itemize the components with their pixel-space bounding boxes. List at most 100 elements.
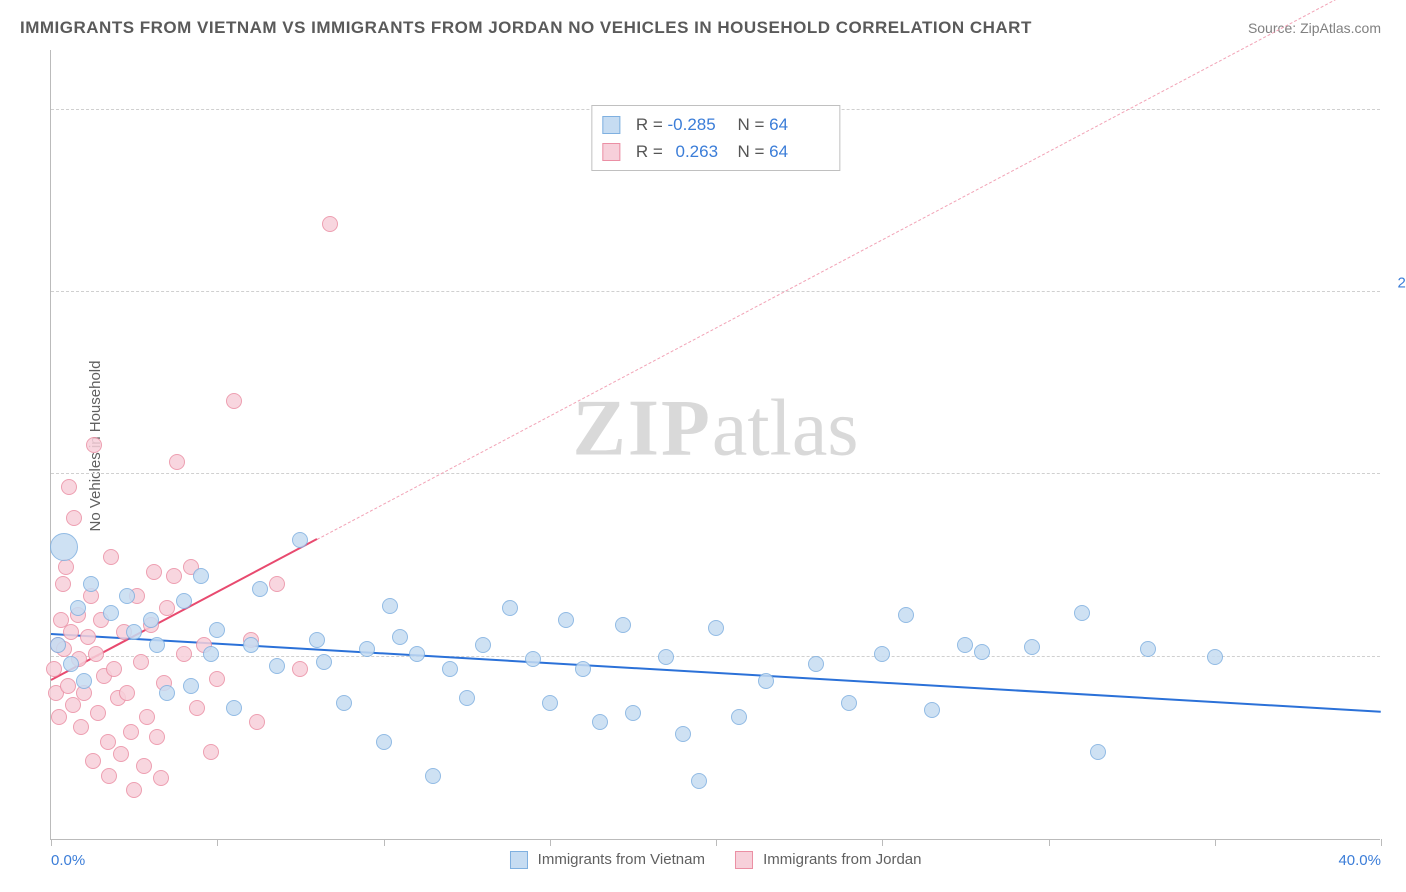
data-point xyxy=(1090,744,1106,760)
x-tick xyxy=(51,839,52,846)
data-point xyxy=(758,673,774,689)
data-point xyxy=(226,393,242,409)
data-point xyxy=(592,714,608,730)
x-tick-label: 40.0% xyxy=(1338,852,1381,869)
data-point xyxy=(974,644,990,660)
watermark: ZIPatlas xyxy=(573,383,859,474)
x-tick xyxy=(716,839,717,846)
data-point xyxy=(55,576,71,592)
data-point xyxy=(176,593,192,609)
data-point xyxy=(425,768,441,784)
data-point xyxy=(103,605,119,621)
data-point xyxy=(80,629,96,645)
data-point xyxy=(226,700,242,716)
legend-label-vietnam: Immigrants from Vietnam xyxy=(538,851,705,868)
data-point xyxy=(90,705,106,721)
data-point xyxy=(159,600,175,616)
data-point xyxy=(113,746,129,762)
data-point xyxy=(957,637,973,653)
data-point xyxy=(924,702,940,718)
data-point xyxy=(103,549,119,565)
data-point xyxy=(475,637,491,653)
corr-n-vietnam: 64 xyxy=(769,111,829,138)
data-point xyxy=(146,564,162,580)
data-point xyxy=(1074,605,1090,621)
data-point xyxy=(808,656,824,672)
data-point xyxy=(65,697,81,713)
data-point xyxy=(126,782,142,798)
y-tick-label: 22.5% xyxy=(1397,275,1406,292)
data-point xyxy=(459,690,475,706)
data-point xyxy=(691,773,707,789)
data-point xyxy=(133,654,149,670)
data-point xyxy=(309,632,325,648)
data-point xyxy=(149,637,165,653)
data-point xyxy=(119,685,135,701)
data-point xyxy=(63,656,79,672)
gridline xyxy=(51,473,1380,474)
data-point xyxy=(359,641,375,657)
data-point xyxy=(658,649,674,665)
corr-row-vietnam: R = -0.285 N = 64 xyxy=(602,111,829,138)
data-point xyxy=(558,612,574,628)
data-point xyxy=(336,695,352,711)
legend-label-jordan: Immigrants from Jordan xyxy=(763,851,921,868)
x-tick xyxy=(1049,839,1050,846)
data-point xyxy=(525,651,541,667)
data-point xyxy=(46,661,62,677)
data-point xyxy=(66,510,82,526)
data-point xyxy=(874,646,890,662)
data-point xyxy=(203,744,219,760)
data-point xyxy=(542,695,558,711)
data-point xyxy=(376,734,392,750)
watermark-zip: ZIP xyxy=(573,384,712,472)
x-tick xyxy=(882,839,883,846)
data-point xyxy=(841,695,857,711)
data-point xyxy=(153,770,169,786)
data-point xyxy=(86,437,102,453)
data-point xyxy=(269,576,285,592)
data-point xyxy=(502,600,518,616)
data-point xyxy=(292,532,308,548)
data-point xyxy=(209,622,225,638)
data-point xyxy=(708,620,724,636)
swatch-vietnam-icon xyxy=(602,116,620,134)
gridline xyxy=(51,291,1380,292)
data-point xyxy=(1140,641,1156,657)
data-point xyxy=(675,726,691,742)
corr-row-jordan: R = 0.263 N = 64 xyxy=(602,138,829,165)
x-tick-label: 0.0% xyxy=(51,852,85,869)
data-point xyxy=(1024,639,1040,655)
data-point xyxy=(126,624,142,640)
data-point xyxy=(159,685,175,701)
data-point xyxy=(60,678,76,694)
data-point xyxy=(316,654,332,670)
data-point xyxy=(169,454,185,470)
data-point xyxy=(83,576,99,592)
data-point xyxy=(101,768,117,784)
data-point xyxy=(106,661,122,677)
data-point xyxy=(442,661,458,677)
data-point xyxy=(252,581,268,597)
corr-n-jordan: 64 xyxy=(769,138,829,165)
plot-area: ZIPatlas R = -0.285 N = 64 R = 0.263 N =… xyxy=(50,50,1380,840)
corr-r-jordan: 0.263 xyxy=(668,138,728,165)
legend-item-vietnam: Immigrants from Vietnam xyxy=(509,851,704,869)
data-point xyxy=(73,719,89,735)
legend-swatch-jordan-icon xyxy=(735,851,753,869)
data-point xyxy=(88,646,104,662)
x-tick xyxy=(1381,839,1382,846)
data-point xyxy=(322,216,338,232)
data-point xyxy=(575,661,591,677)
data-point xyxy=(269,658,285,674)
corr-r-vietnam: -0.285 xyxy=(668,111,728,138)
data-point xyxy=(898,607,914,623)
data-point xyxy=(183,678,199,694)
data-point xyxy=(409,646,425,662)
data-point xyxy=(51,709,67,725)
data-point xyxy=(203,646,219,662)
data-point xyxy=(61,479,77,495)
legend-bottom: Immigrants from Vietnam Immigrants from … xyxy=(509,851,921,869)
data-point xyxy=(63,624,79,640)
correlation-box: R = -0.285 N = 64 R = 0.263 N = 64 xyxy=(591,105,840,171)
